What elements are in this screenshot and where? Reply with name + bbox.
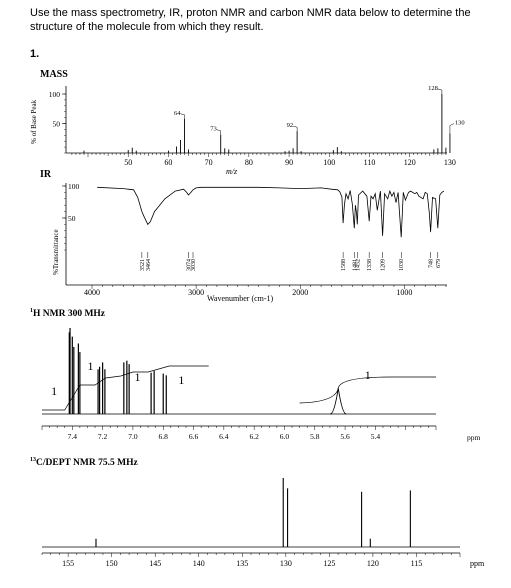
- cnmr-x-tick-label: 145: [149, 559, 161, 568]
- proton-nmr-chart: 1H NMR 300 MHz 7.4 7.2 7.0 6.8 6.6 6.4 6.2 6.0 5…: [30, 308, 481, 442]
- hnmr-x-tick-label: 6.0: [280, 432, 290, 441]
- mass-y-tick-label: 50: [53, 120, 61, 129]
- mass-x-tick-label: 110: [364, 158, 376, 167]
- mass-peak-label-leader: [437, 88, 443, 94]
- hnmr-integration-label: 1: [87, 359, 93, 373]
- cnmr-title-main: C/DEPT NMR 75.5 MHz: [36, 458, 138, 468]
- mass-x-tick-label: 60: [164, 158, 172, 167]
- ir-peak-label: 3521: [140, 259, 146, 271]
- hnmr-integration-label: 1: [178, 373, 184, 387]
- hnmr-integration-label: 1: [365, 368, 371, 382]
- cnmr-ticks: 155 150 145 140 135 130 125 120 115: [41, 553, 461, 568]
- hnmr-title-main: H NMR 300 MHz: [33, 309, 106, 319]
- hnmr-title: 1H NMR 300 MHz: [30, 308, 106, 319]
- mass-x-tick-label: 120: [404, 158, 416, 167]
- cnmr-title: 13C/DEPT NMR 75.5 MHz: [30, 457, 138, 468]
- hnmr-x-tick-label: 6.8: [159, 432, 169, 441]
- ir-x-tick-label: 1000: [396, 288, 412, 297]
- hnmr-x-tick-label: 7.0: [128, 432, 138, 441]
- cnmr-title-sup: 13: [30, 457, 36, 463]
- hnmr-peak: [330, 388, 347, 415]
- mass-spectrum-chart: MASS % of Base Peak m/z 50 60 70 80 90 100 110…: [30, 69, 465, 176]
- mass-peak-label: 130: [455, 120, 465, 127]
- cnmr-x-tick-label: 135: [236, 559, 248, 568]
- ir-x-tick-label: 4000: [84, 288, 100, 297]
- cnmr-x-tick-label: 130: [280, 559, 292, 568]
- instructions-text: Use the mass spectrometry, IR, proton NM…: [30, 7, 471, 33]
- mass-x-tick-label: 50: [124, 158, 132, 167]
- ir-peak-label: 1338: [367, 259, 373, 271]
- cnmr-peaks: [95, 478, 411, 547]
- hnmr-x-tick-label: 7.2: [98, 432, 108, 441]
- ir-peak-label: 748: [429, 259, 435, 268]
- mass-peak-label-leader: [449, 123, 455, 134]
- hnmr-x-tick-label: 6.4: [219, 432, 229, 441]
- ir-peak-label: 1588: [341, 259, 347, 271]
- hnmr-x-tick-label: 5.4: [371, 432, 381, 441]
- mass-peaks: 64 73 92 128 130: [83, 85, 465, 153]
- mass-peak-label: 73: [210, 126, 217, 133]
- mass-x-tick-label: 70: [205, 158, 213, 167]
- ir-peak-label: 3464: [146, 259, 152, 271]
- hnmr-x-tick-label: 6.2: [249, 432, 259, 441]
- ir-title: IR: [40, 169, 52, 180]
- hnmr-x-tick-label: 5.6: [340, 432, 350, 441]
- hnmr-integration-labels: 1 1 1 1 1: [51, 359, 371, 398]
- ir-peak-label: 1452: [355, 259, 361, 271]
- ir-x-axis-label: Wavenumber (cm-1): [207, 294, 274, 303]
- hnmr-x-tick-label: 6.6: [189, 432, 199, 441]
- ir-series-line: [97, 186, 445, 238]
- ir-y-axis-label: %Transmittance: [52, 229, 60, 275]
- mass-peak-label-leader: [293, 125, 298, 132]
- mass-x-tick-label: 100: [323, 158, 335, 167]
- mass-peak-label: 128: [428, 85, 438, 92]
- cnmr-x-tick-label: 125: [323, 559, 335, 568]
- mass-y-tick-label: 100: [49, 90, 61, 99]
- cnmr-x-tick-label: 155: [62, 559, 74, 568]
- mass-y-axis-label: % of Base Peak: [30, 99, 38, 144]
- hnmr-x-unit: ppm: [467, 433, 481, 442]
- hnmr-title-sup: 1: [30, 308, 33, 314]
- cnmr-x-tick-label: 115: [411, 559, 423, 568]
- ir-ticks: 4000 3000 2000 1000 50 100: [62, 182, 447, 297]
- cnmr-x-unit: ppm: [470, 559, 485, 568]
- mass-x-axis-label: m/z: [226, 167, 238, 176]
- hnmr-x-tick-label: 5.8: [310, 432, 320, 441]
- ir-peak-label: 679: [436, 259, 442, 268]
- cnmr-x-tick-label: 140: [193, 559, 205, 568]
- mass-title: MASS: [40, 69, 68, 80]
- mass-ticks: 50 60 70 80 90 100 110 120 130 50 100: [49, 90, 456, 167]
- mass-x-tick-label: 80: [245, 158, 253, 167]
- ir-x-tick-label: 3000: [188, 288, 204, 297]
- cnmr-x-tick-label: 120: [367, 559, 379, 568]
- ir-peak-label: 1030: [399, 259, 405, 271]
- hnmr-x-tick-label: 7.4: [68, 432, 78, 441]
- mass-peak-label: 92: [287, 122, 294, 129]
- hnmr-integral-curve: [42, 365, 436, 411]
- mass-peak-label-leader: [180, 113, 185, 119]
- ir-spectrum-chart: IR %Transmittance Wavenumber (cm-1) 4000…: [40, 169, 447, 303]
- ir-x-tick-label: 2000: [292, 288, 308, 297]
- carbon-nmr-chart: 13C/DEPT NMR 75.5 MHz 155 150 145 140 135 130…: [30, 457, 485, 568]
- ir-y-tick-label: 50: [68, 214, 76, 223]
- problem-number: 1.: [30, 48, 40, 60]
- hnmr-integration-label: 1: [51, 384, 57, 398]
- ir-peak-label: 3030: [191, 259, 197, 271]
- cnmr-x-tick-label: 150: [106, 559, 118, 568]
- ir-peak-label: 1481: [352, 259, 358, 271]
- hnmr-peaks: [68, 328, 347, 415]
- mass-x-tick-label: 130: [444, 158, 456, 167]
- mass-peak-label-leader: [216, 129, 221, 135]
- ir-y-tick-label: 100: [68, 182, 80, 191]
- hnmr-ticks: 7.4 7.2 7.0 6.8 6.6 6.4 6.2 6.0 5.8 5.6 5.4: [41, 426, 437, 441]
- ir-peak-label: 3074: [186, 259, 192, 271]
- hnmr-integration-label: 1: [134, 370, 140, 384]
- ir-peak-label: 1209: [381, 259, 387, 271]
- mass-peak-label: 64: [174, 110, 181, 117]
- mass-x-tick-label: 90: [285, 158, 293, 167]
